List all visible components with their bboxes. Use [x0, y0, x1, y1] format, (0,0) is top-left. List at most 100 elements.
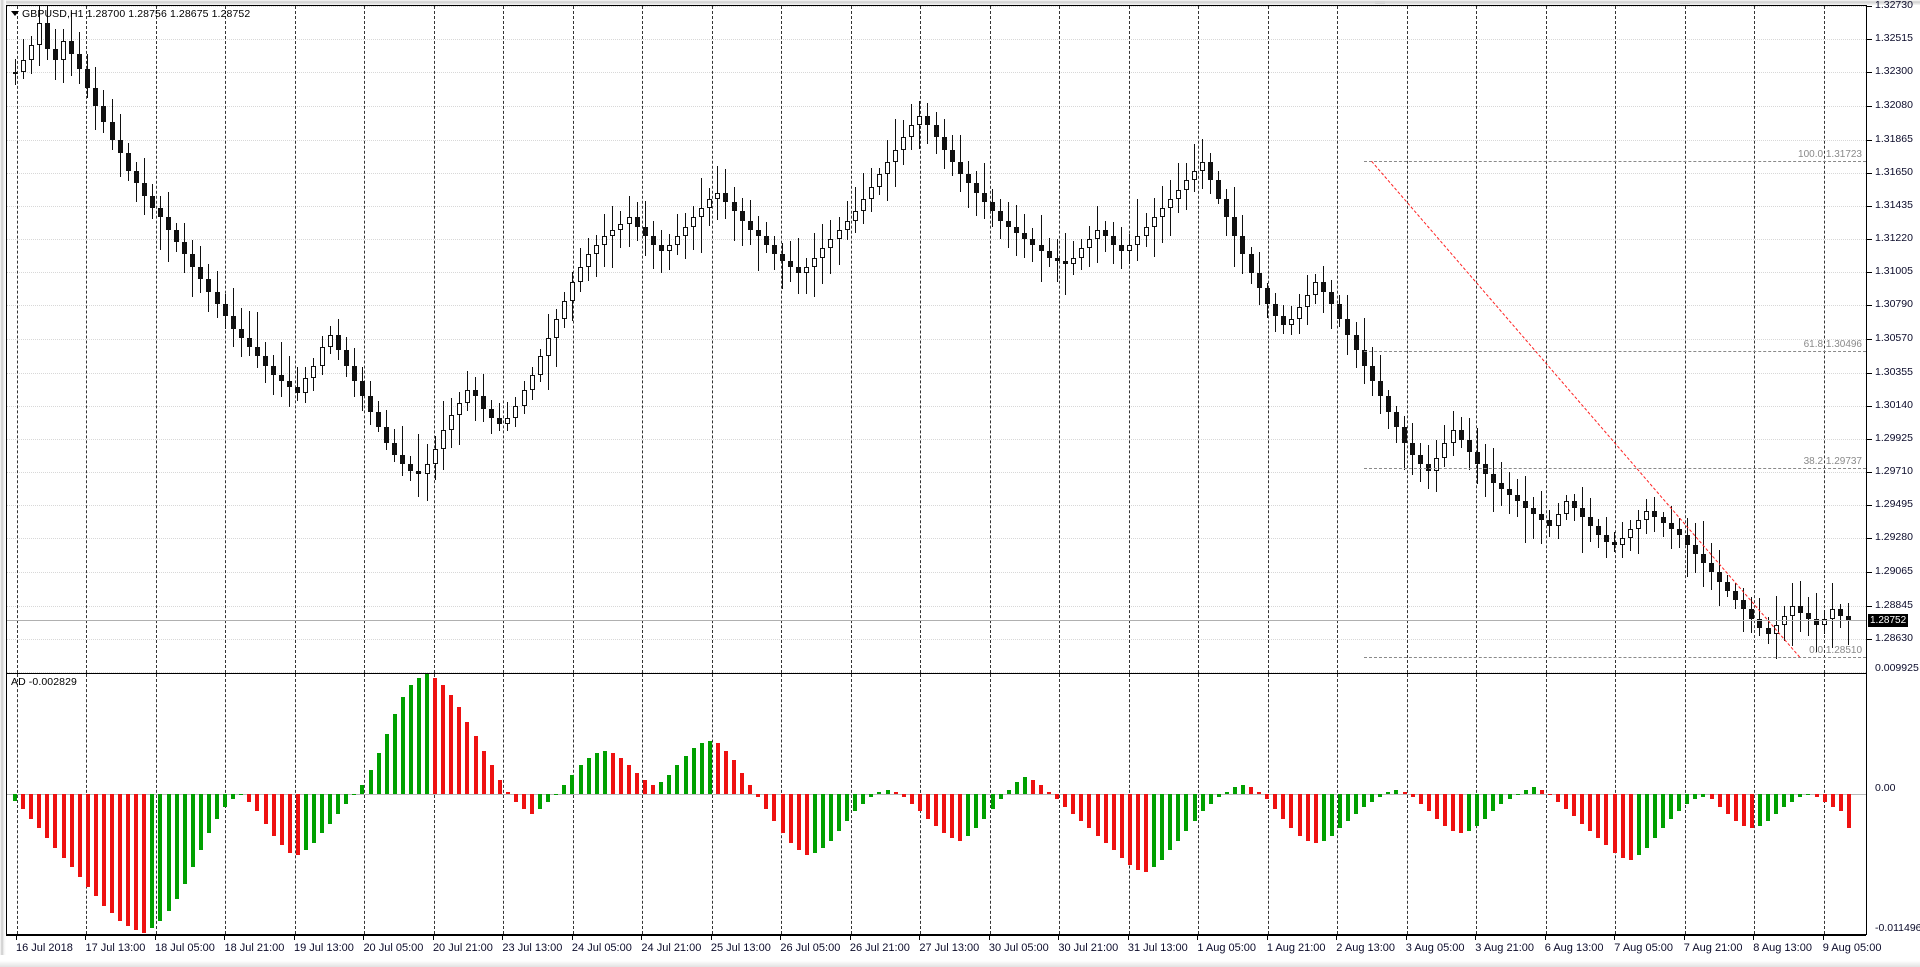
ad-histogram-bar — [441, 685, 446, 795]
ad-histogram-bar — [1774, 794, 1779, 814]
candlestick — [311, 6, 317, 672]
ad-histogram-bar — [433, 677, 438, 795]
price-tick — [1867, 106, 1872, 108]
fib-level-line[interactable] — [1364, 350, 1866, 352]
ad-histogram-bar — [1337, 794, 1342, 829]
candlestick — [844, 6, 850, 672]
time-gridline — [86, 6, 88, 673]
ad-histogram-bar — [328, 794, 333, 824]
candlestick — [1725, 6, 1731, 672]
price-tick — [1867, 72, 1872, 74]
candlestick — [957, 6, 963, 672]
candlestick — [1838, 6, 1844, 672]
price-tick — [1867, 139, 1872, 141]
candlestick — [1393, 6, 1399, 672]
candlestick — [1434, 6, 1440, 672]
scroll-marker-left[interactable] — [1375, 1, 1385, 4]
time-tick — [154, 936, 156, 940]
ad-histogram-bar — [481, 750, 486, 795]
candlestick — [642, 6, 648, 672]
ad-histogram-bar — [990, 794, 995, 810]
candlestick — [1062, 6, 1068, 672]
candlestick — [319, 6, 325, 672]
candlestick — [1450, 6, 1456, 672]
fib-level-label: 38.2 1.29737 — [1803, 455, 1862, 467]
ad-histogram-bar — [812, 794, 817, 853]
ad-histogram-bar — [538, 794, 543, 810]
candlestick — [885, 6, 891, 672]
ad-indicator-pane[interactable]: AD -0.002829 — [6, 673, 1866, 935]
time-gridline — [225, 6, 227, 673]
ad-plot-area[interactable] — [7, 674, 1866, 934]
candlestick — [876, 6, 882, 672]
scroll-marker-right[interactable] — [1680, 1, 1690, 4]
time-gridline — [989, 6, 991, 673]
candlestick — [1563, 6, 1569, 672]
price-tick — [1867, 239, 1872, 241]
fib-level-line[interactable] — [1364, 467, 1866, 469]
ad-histogram-bar — [182, 794, 187, 885]
ad-histogram-bar — [1426, 794, 1431, 812]
price-axis-label: 1.29710 — [1875, 465, 1913, 478]
ad-histogram-bar — [530, 794, 535, 814]
candlestick — [852, 6, 858, 672]
candlestick — [545, 6, 551, 672]
candlestick — [376, 6, 382, 672]
ad-histogram-bar — [1604, 794, 1609, 846]
ad-histogram-bar — [877, 792, 882, 795]
candlestick — [965, 6, 971, 672]
ad-histogram-bar — [917, 794, 922, 812]
candlestick — [1733, 6, 1739, 672]
price-gridline — [7, 638, 1866, 640]
ad-histogram-bar — [206, 794, 211, 834]
ad-histogram-bar — [166, 794, 171, 911]
price-plot-area[interactable]: 100.0 1.31723 61.8 1.30496 38.2 1.29737 0.0… — [7, 6, 1866, 673]
candlestick — [254, 6, 260, 672]
ad-histogram-bar — [61, 794, 66, 858]
ad-histogram-bar — [1305, 794, 1310, 841]
price-tick — [1867, 372, 1872, 374]
ad-histogram-bar — [1240, 784, 1245, 795]
ad-histogram-bar — [820, 794, 825, 848]
candlestick — [408, 6, 414, 672]
candlestick — [1474, 6, 1480, 672]
candlestick — [327, 6, 333, 672]
fib-level-line[interactable] — [1364, 657, 1866, 659]
time-gridline — [503, 674, 505, 934]
candlestick — [1103, 6, 1109, 672]
candlestick — [1313, 6, 1319, 672]
ad-histogram-bar — [1717, 794, 1722, 807]
candlestick — [1385, 6, 1391, 672]
candlestick — [1086, 6, 1092, 672]
candlestick — [941, 6, 947, 672]
candlestick — [157, 6, 163, 672]
candlestick — [820, 6, 826, 672]
candlestick — [990, 6, 996, 672]
price-scale[interactable]: 1.32730 1.32515 1.32300 1.32080 1.31865 1.316… — [1866, 0, 1920, 935]
collapse-triangle-icon[interactable] — [11, 10, 19, 16]
time-scale[interactable]: 16 Jul 2018 17 Jul 13:00 18 Jul 05:00 18 Ju… — [6, 935, 1881, 961]
ad-histogram-bar — [748, 784, 753, 795]
ad-histogram-bar — [1451, 794, 1455, 831]
time-gridline — [1754, 6, 1756, 673]
time-gridline — [1545, 6, 1547, 673]
ad-histogram-bar — [247, 794, 252, 802]
time-gridline — [1476, 6, 1478, 673]
ad-histogram-bar — [1386, 792, 1391, 795]
price-tick — [1867, 272, 1872, 274]
candlestick — [343, 6, 349, 672]
price-chart-pane[interactable]: 100.0 1.31723 61.8 1.30496 38.2 1.29737 0.0… — [6, 5, 1866, 673]
time-gridline — [364, 674, 366, 934]
ad-histogram-bar — [602, 750, 607, 795]
time-gridline — [155, 674, 157, 934]
time-axis-label: 18 Jul 05:00 — [154, 942, 215, 954]
price-gridline — [7, 538, 1866, 540]
candlestick — [634, 6, 640, 672]
candlestick — [1749, 6, 1755, 672]
candlestick — [505, 6, 511, 672]
candlestick — [1595, 6, 1601, 672]
price-axis-label: 1.30570 — [1875, 332, 1913, 345]
fib-level-line[interactable] — [1364, 161, 1866, 163]
ad-histogram-bar — [1701, 794, 1706, 797]
candlestick — [1321, 6, 1327, 672]
